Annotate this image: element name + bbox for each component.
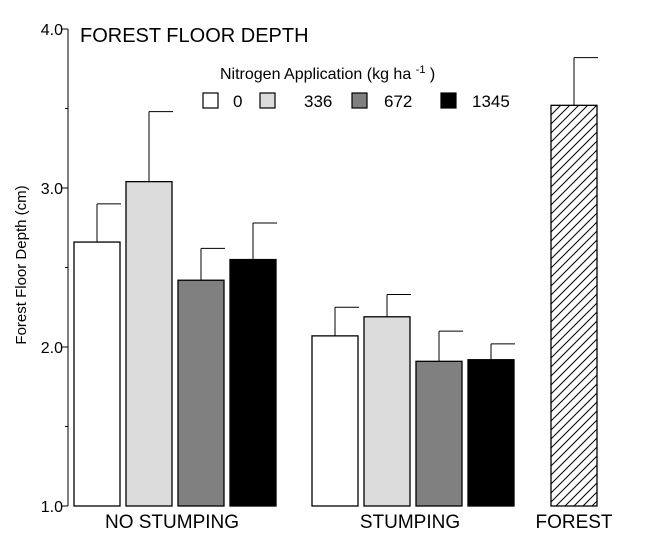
legend-items: 0 336 672 1345 [202, 92, 510, 111]
legend-label: 336 [304, 92, 332, 111]
bar-336 [125, 180, 173, 507]
legend-title-close: ) [430, 66, 435, 83]
legend-label: 1345 [472, 92, 510, 111]
y-tick-label: 1.0 [41, 499, 63, 516]
y-tick-label: 3.0 [41, 181, 63, 198]
legend-swatch [202, 92, 219, 109]
y-tick-label: 2.0 [41, 340, 63, 357]
legend-title-sup: -1 [416, 64, 426, 76]
category-labels: NO STUMPING STUMPING FOREST [105, 512, 613, 533]
chart-title: FOREST FLOOR DEPTH [80, 25, 309, 47]
bar-1345 [467, 359, 515, 507]
category-label: NO STUMPING [105, 512, 239, 533]
bar-672 [415, 360, 463, 507]
legend-title-main: Nitrogen Application (kg ha [220, 66, 411, 83]
bar-group [73, 104, 598, 507]
legend: Nitrogen Application (kg ha -1 ) 0 336 672… [202, 60, 510, 111]
bar-336 [363, 316, 411, 507]
legend-swatch [351, 92, 368, 109]
y-axis-ticks: 1.0 2.0 3.0 4.0 [41, 22, 68, 516]
bar-0 [311, 335, 359, 507]
bar-forest [550, 104, 598, 507]
y-tick-label: 4.0 [41, 22, 63, 39]
bar-1345 [229, 258, 277, 507]
legend-swatch [440, 92, 457, 109]
category-label: STUMPING [360, 512, 460, 533]
error-bar-group [96, 57, 598, 362]
bar-672 [177, 279, 225, 507]
category-label: FOREST [535, 512, 612, 533]
legend-title: Nitrogen Application (kg ha -1 ) [220, 60, 435, 83]
legend-label: 672 [384, 92, 412, 111]
y-axis-label: Forest Floor Depth (cm) [13, 185, 30, 344]
bar-0 [73, 241, 121, 507]
legend-swatch [259, 92, 276, 109]
legend-label: 0 [233, 92, 242, 111]
